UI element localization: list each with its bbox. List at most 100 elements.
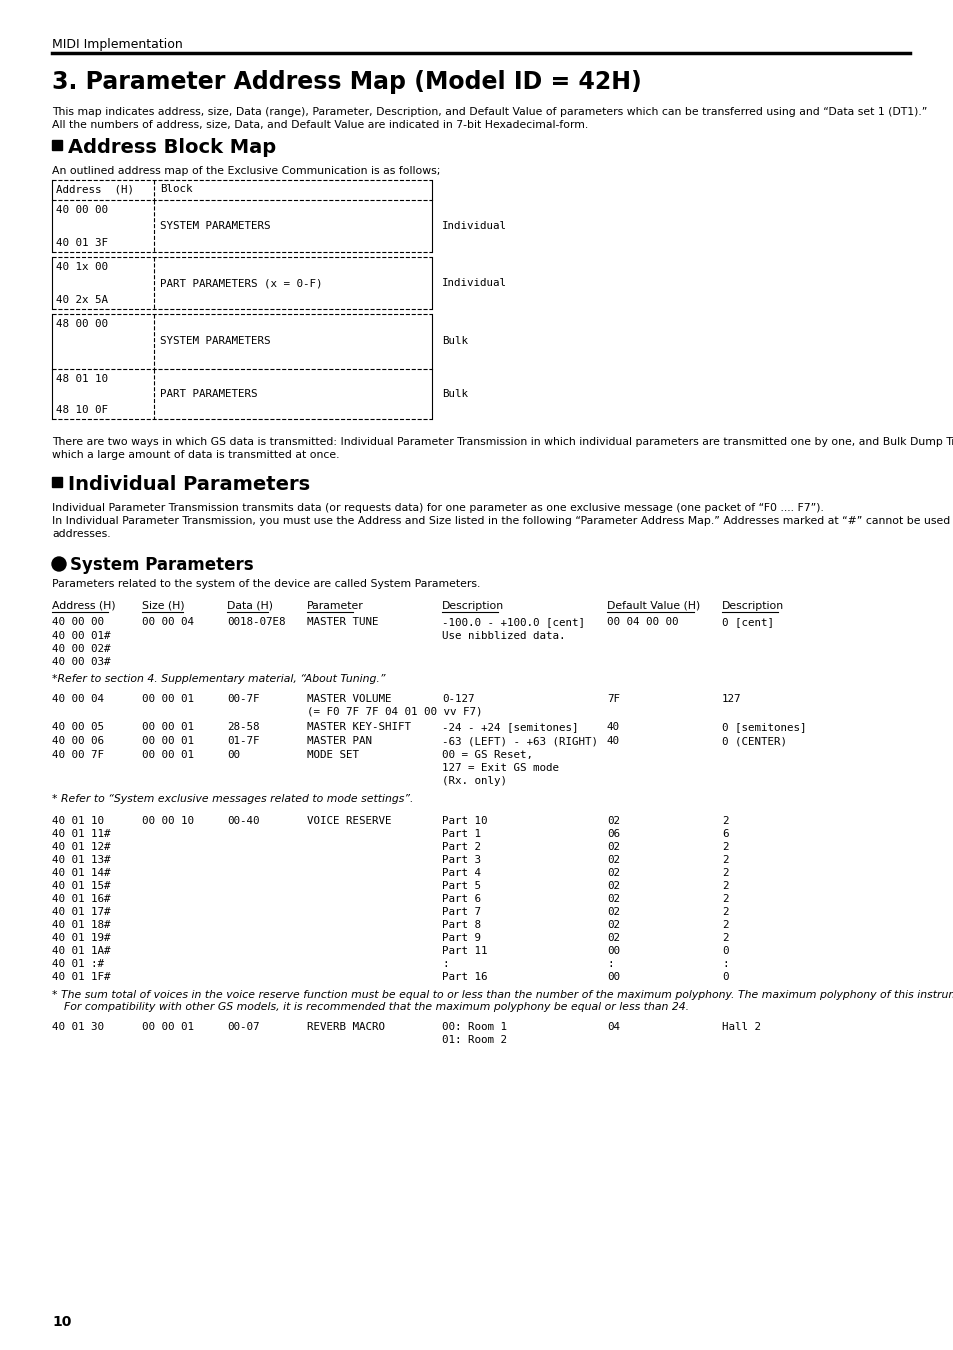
Text: Part 8: Part 8: [441, 919, 480, 930]
Text: 40 00 7F: 40 00 7F: [52, 751, 104, 760]
Text: 2: 2: [721, 842, 728, 852]
Text: 40 01 16#: 40 01 16#: [52, 894, 111, 904]
Text: 40 01 :#: 40 01 :#: [52, 958, 104, 969]
Text: 2: 2: [721, 894, 728, 904]
Text: 00 04 00 00: 00 04 00 00: [606, 617, 678, 626]
Text: An outlined address map of the Exclusive Communication is as follows;: An outlined address map of the Exclusive…: [52, 166, 440, 176]
Text: 00 00 01: 00 00 01: [142, 722, 193, 732]
Bar: [52, 477, 62, 487]
Text: 0-127: 0-127: [441, 694, 474, 703]
Text: 40 01 18#: 40 01 18#: [52, 919, 111, 930]
Text: Part 7: Part 7: [441, 907, 480, 917]
Text: Use nibblized data.: Use nibblized data.: [441, 630, 565, 641]
Text: (= F0 7F 7F 04 01 00 vv F7): (= F0 7F 7F 04 01 00 vv F7): [307, 707, 482, 717]
Text: Description: Description: [721, 601, 783, 612]
Text: For compatibility with other GS models, it is recommended that the maximum polyp: For compatibility with other GS models, …: [64, 1002, 688, 1012]
Text: 40 01 17#: 40 01 17#: [52, 907, 111, 917]
Text: 00 00 01: 00 00 01: [142, 1022, 193, 1031]
Text: 0018-07E8: 0018-07E8: [227, 617, 285, 626]
Text: 00 00 01: 00 00 01: [142, 694, 193, 703]
Text: System Parameters: System Parameters: [70, 556, 253, 574]
Text: 00 00 10: 00 00 10: [142, 815, 193, 826]
Text: 0 (CENTER): 0 (CENTER): [721, 736, 786, 747]
Text: Parameter: Parameter: [307, 601, 363, 612]
Text: 3. Parameter Address Map (Model ID = 42H): 3. Parameter Address Map (Model ID = 42H…: [52, 70, 641, 95]
Text: 40 00 01#: 40 00 01#: [52, 630, 111, 641]
Text: Part 5: Part 5: [441, 882, 480, 891]
Text: Part 1: Part 1: [441, 829, 480, 838]
Text: 48 10 0F: 48 10 0F: [56, 405, 108, 414]
Text: SYSTEM PARAMETERS: SYSTEM PARAMETERS: [160, 336, 271, 347]
Text: Description: Description: [441, 601, 503, 612]
Text: 40 2x 5A: 40 2x 5A: [56, 296, 108, 305]
Text: 00: 00: [606, 972, 619, 981]
Text: SYSTEM PARAMETERS: SYSTEM PARAMETERS: [160, 221, 271, 231]
Text: Bulk: Bulk: [441, 336, 468, 347]
Text: which a large amount of data is transmitted at once.: which a large amount of data is transmit…: [52, 450, 339, 460]
Text: :: :: [606, 958, 613, 969]
Text: Parameters related to the system of the device are called System Parameters.: Parameters related to the system of the …: [52, 579, 480, 589]
Text: 0 [cent]: 0 [cent]: [721, 617, 773, 626]
Text: 02: 02: [606, 919, 619, 930]
Text: 00: 00: [606, 946, 619, 956]
Text: MODE SET: MODE SET: [307, 751, 358, 760]
Text: Individual Parameter Transmission transmits data (or requests data) for one para: Individual Parameter Transmission transm…: [52, 504, 823, 513]
Text: 2: 2: [721, 907, 728, 917]
Text: 02: 02: [606, 842, 619, 852]
Text: 02: 02: [606, 907, 619, 917]
Text: In Individual Parameter Transmission, you must use the Address and Size listed i: In Individual Parameter Transmission, yo…: [52, 516, 953, 526]
Text: 6: 6: [721, 829, 728, 838]
Text: All the numbers of address, size, Data, and Default Value are indicated in 7-bit: All the numbers of address, size, Data, …: [52, 120, 588, 130]
Text: * The sum total of voices in the voice reserve function must be equal to or less: * The sum total of voices in the voice r…: [52, 990, 953, 1000]
Text: 2: 2: [721, 882, 728, 891]
Text: 02: 02: [606, 933, 619, 944]
Text: *Refer to section 4. Supplementary material, “About Tuning.”: *Refer to section 4. Supplementary mater…: [52, 674, 385, 684]
Text: 02: 02: [606, 882, 619, 891]
Text: 0: 0: [721, 946, 728, 956]
Text: 40 00 05: 40 00 05: [52, 722, 104, 732]
Text: 00-07: 00-07: [227, 1022, 259, 1031]
Text: Default Value (H): Default Value (H): [606, 601, 700, 612]
Text: 00-7F: 00-7F: [227, 694, 259, 703]
Text: 2: 2: [721, 855, 728, 865]
Text: 40 1x 00: 40 1x 00: [56, 262, 108, 271]
Text: 40 01 19#: 40 01 19#: [52, 933, 111, 944]
Text: 40 01 13#: 40 01 13#: [52, 855, 111, 865]
Text: Part 6: Part 6: [441, 894, 480, 904]
Text: PART PARAMETERS: PART PARAMETERS: [160, 389, 257, 400]
Text: Hall 2: Hall 2: [721, 1022, 760, 1031]
Text: REVERB MACRO: REVERB MACRO: [307, 1022, 385, 1031]
Text: Part 9: Part 9: [441, 933, 480, 944]
Text: There are two ways in which GS data is transmitted: Individual Parameter Transmi: There are two ways in which GS data is t…: [52, 437, 953, 447]
Text: 00 00 01: 00 00 01: [142, 736, 193, 747]
Text: Part 3: Part 3: [441, 855, 480, 865]
Text: 40: 40: [606, 722, 619, 732]
Text: 00: 00: [227, 751, 240, 760]
Text: 40 01 12#: 40 01 12#: [52, 842, 111, 852]
Text: 0 [semitones]: 0 [semitones]: [721, 722, 805, 732]
Text: 48 01 10: 48 01 10: [56, 374, 108, 383]
Text: 40 01 3F: 40 01 3F: [56, 238, 108, 248]
Text: 7F: 7F: [606, 694, 619, 703]
Text: Individual: Individual: [441, 278, 506, 288]
Text: MASTER PAN: MASTER PAN: [307, 736, 372, 747]
Text: 2: 2: [721, 868, 728, 878]
Text: -24 - +24 [semitones]: -24 - +24 [semitones]: [441, 722, 578, 732]
Text: Individual Parameters: Individual Parameters: [68, 475, 310, 494]
Text: 40 00 03#: 40 00 03#: [52, 657, 111, 667]
Text: 00 00 04: 00 00 04: [142, 617, 193, 626]
Text: 00-40: 00-40: [227, 815, 259, 826]
Text: 40 00 00: 40 00 00: [56, 205, 108, 215]
Text: 01: Room 2: 01: Room 2: [441, 1035, 506, 1045]
Text: 2: 2: [721, 815, 728, 826]
Text: 40 00 06: 40 00 06: [52, 736, 104, 747]
Text: MASTER KEY-SHIFT: MASTER KEY-SHIFT: [307, 722, 411, 732]
Text: (Rx. only): (Rx. only): [441, 776, 506, 786]
Text: 40 01 11#: 40 01 11#: [52, 829, 111, 838]
Text: :: :: [441, 958, 448, 969]
Text: 02: 02: [606, 855, 619, 865]
Text: 0: 0: [721, 972, 728, 981]
Circle shape: [52, 558, 66, 571]
Text: * Refer to “System exclusive messages related to mode settings”.: * Refer to “System exclusive messages re…: [52, 794, 413, 805]
Text: 01-7F: 01-7F: [227, 736, 259, 747]
